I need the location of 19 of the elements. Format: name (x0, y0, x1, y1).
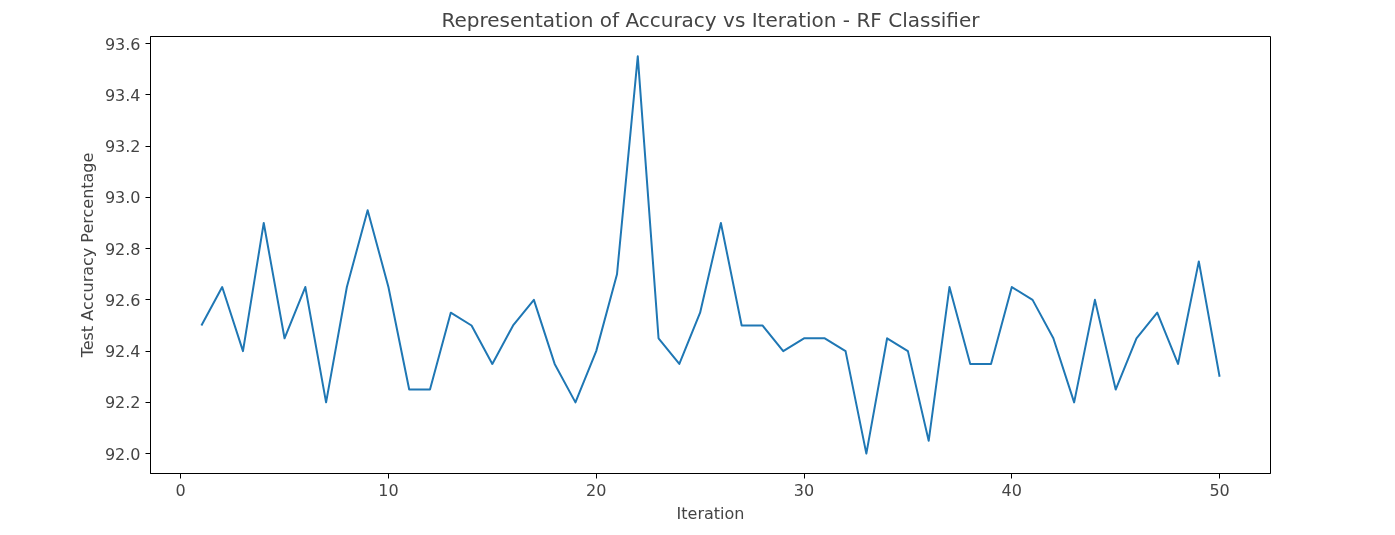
y-tick-label: 93.2 (104, 137, 141, 157)
y-tick-label: 92.8 (104, 239, 141, 259)
x-axis-title: Iteration (676, 503, 745, 523)
y-axis-title: Test Accuracy Percentage (77, 152, 97, 359)
y-tick-label: 93.4 (104, 85, 141, 105)
y-tick-label: 93.6 (104, 34, 141, 54)
x-tick-label: 20 (586, 480, 607, 500)
y-tick-label: 92.4 (104, 342, 141, 362)
x-tick-label: 50 (1209, 480, 1230, 500)
y-tick-label: 92.6 (104, 290, 141, 310)
x-tick-label: 40 (1001, 480, 1022, 500)
y-tick-label: 93.0 (104, 188, 141, 208)
y-tick-label: 92.2 (104, 393, 141, 413)
x-tick-label: 0 (175, 480, 186, 500)
x-tick-label: 30 (793, 480, 815, 500)
y-tick-label: 92.0 (104, 444, 141, 464)
x-tick-label: 10 (378, 480, 399, 500)
line-series (200, 55, 1221, 455)
chart-title: Representation of Accuracy vs Iteration - RF Classifier (441, 7, 981, 32)
